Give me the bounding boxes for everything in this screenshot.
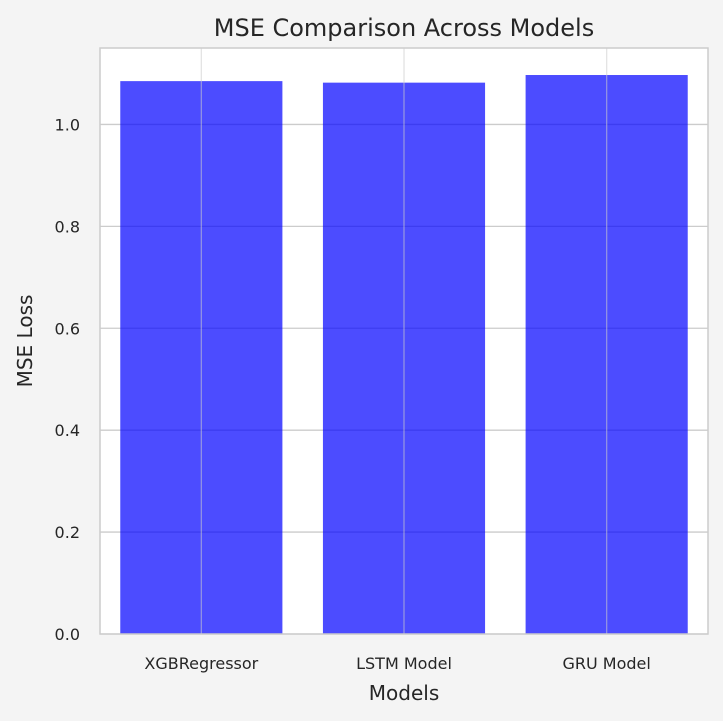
y-tick-label: 1.0	[55, 115, 80, 134]
x-tick-label: GRU Model	[562, 654, 650, 673]
y-tick-label: 0.8	[55, 217, 80, 236]
chart-title: MSE Comparison Across Models	[214, 14, 594, 42]
plot-frame	[99, 47, 709, 635]
vertical-grid-lines	[200, 48, 608, 634]
y-axis-label: MSE Loss	[13, 295, 37, 388]
x-tick-labels: XGBRegressor LSTM Model GRU Model	[144, 654, 650, 673]
x-tick-label: LSTM Model	[356, 654, 452, 673]
y-tick-label: 0.4	[55, 421, 80, 440]
x-tick-label: XGBRegressor	[144, 654, 258, 673]
y-tick-label: 0.6	[55, 319, 80, 338]
x-axis-label: Models	[369, 681, 439, 705]
y-tick-label: 0.2	[55, 523, 80, 542]
y-tick-labels: 0.0 0.2 0.4 0.6 0.8 1.0	[55, 115, 80, 644]
y-tick-label: 0.0	[55, 625, 80, 644]
